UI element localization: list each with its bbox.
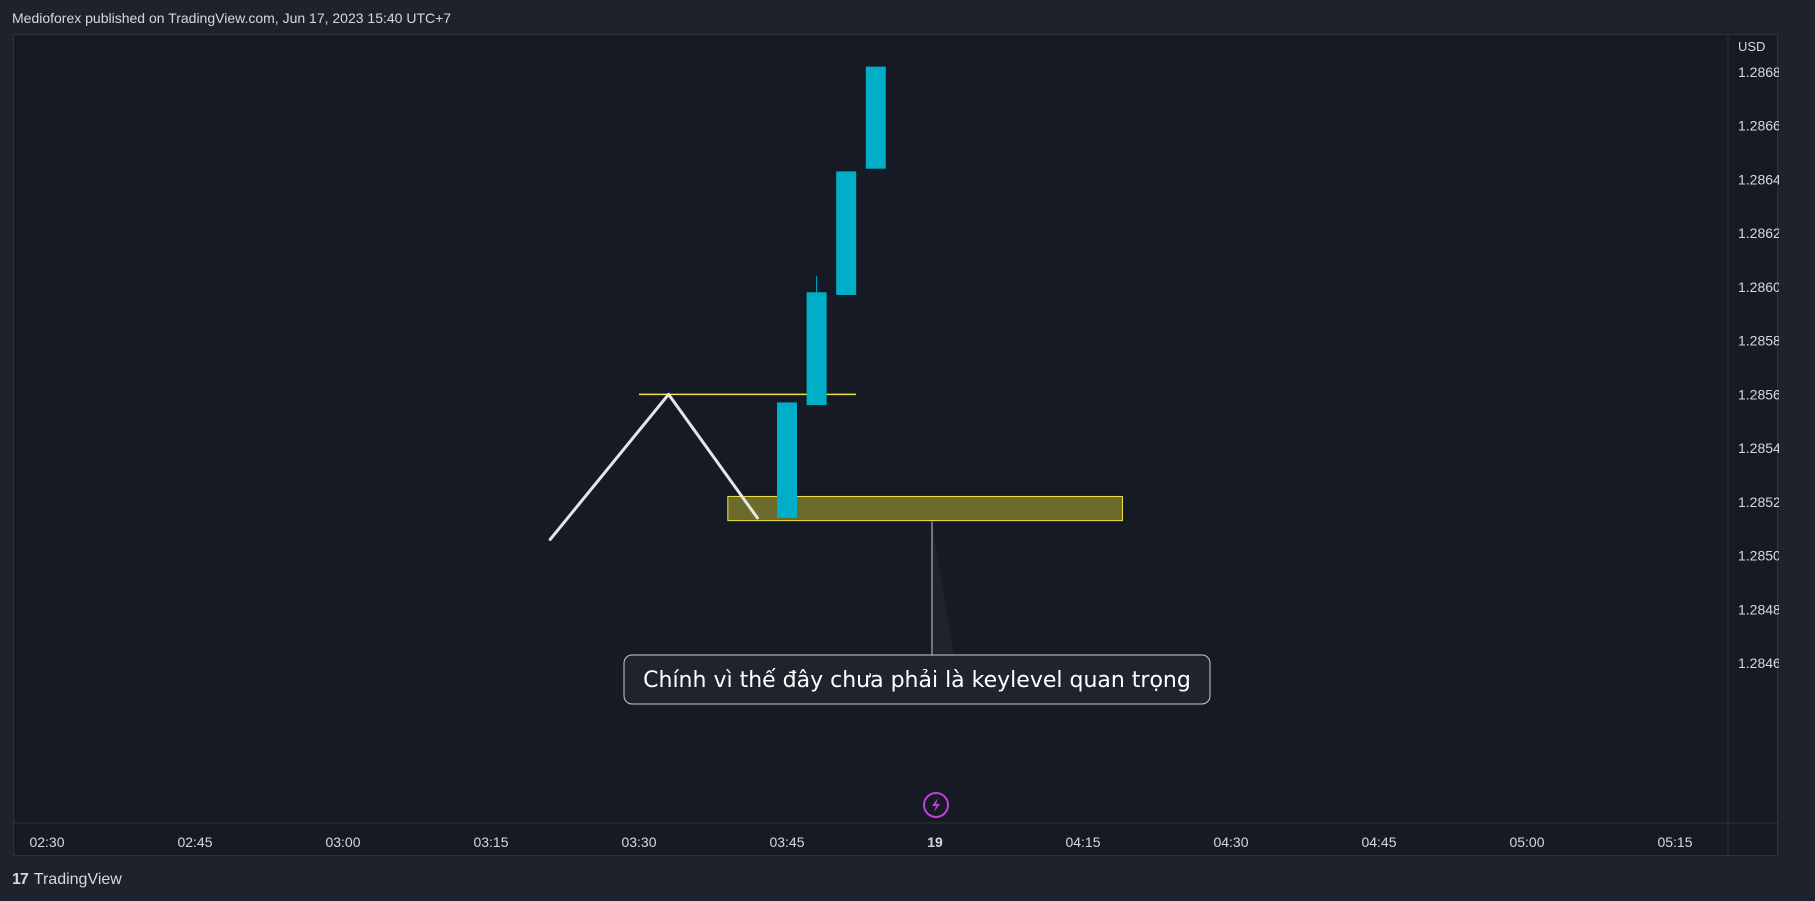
candle-body [777,402,797,518]
time-tick-label: 19 [927,834,943,850]
tradingview-logo-icon: 17 [12,871,29,888]
swing-path-line[interactable] [548,392,759,541]
time-tick-label: 03:15 [473,834,508,850]
candle-body [836,171,857,295]
callout-pointer [931,521,954,656]
lightning-event-icon[interactable] [923,792,949,818]
chart-panel[interactable]: USD 1.28680 1.28660 1.28640 1.28620 1.28600 1.… [13,34,1779,857]
time-tick-label: 04:30 [1213,834,1248,850]
published-info: Medioforex published on TradingView.com,… [12,10,452,26]
lightning-glyph [932,798,940,812]
candle-body [806,292,827,406]
tradingview-brand: 17 TradingView [12,871,122,889]
time-tick-label: 02:30 [29,834,64,850]
price-tick-label: 1.28620 [1738,225,1779,241]
time-tick-label: 03:45 [769,834,804,850]
candle[interactable] [777,402,797,518]
candlestick-chart[interactable]: USD 1.28680 1.28660 1.28640 1.28620 1.28600 1.… [14,35,1779,857]
price-tick-label: 1.28520 [1738,494,1779,510]
price-tick-label: 1.28600 [1738,279,1779,295]
time-tick-label: 05:00 [1509,834,1544,850]
price-tick-label: 1.28500 [1738,548,1779,564]
price-tick-label: 1.28580 [1738,333,1779,349]
price-tick-label: 1.28560 [1738,386,1779,402]
candle[interactable] [806,276,827,406]
candle[interactable] [836,171,857,295]
price-tick-label: 1.28480 [1738,601,1779,617]
currency-label: USD [1738,39,1765,54]
time-tick-label: 05:15 [1657,834,1692,850]
price-tick-label: 1.28640 [1738,171,1779,187]
brand-name: TradingView [33,871,122,888]
time-tick-label: 04:15 [1065,834,1100,850]
time-tick-label: 02:45 [177,834,212,850]
callout-text: Chính vì thế đây chưa phải là keylevel q… [643,668,1191,693]
price-tick-label: 1.28680 [1738,64,1779,80]
price-tick-label: 1.28540 [1738,440,1779,456]
price-tick-label: 1.28660 [1738,118,1779,134]
candle-body [865,66,886,169]
time-tick-label: 04:45 [1361,834,1396,850]
time-tick-label: 03:00 [325,834,360,850]
callout-box[interactable] [623,654,1211,705]
time-tick-label: 03:30 [621,834,656,850]
candle[interactable] [865,66,886,169]
